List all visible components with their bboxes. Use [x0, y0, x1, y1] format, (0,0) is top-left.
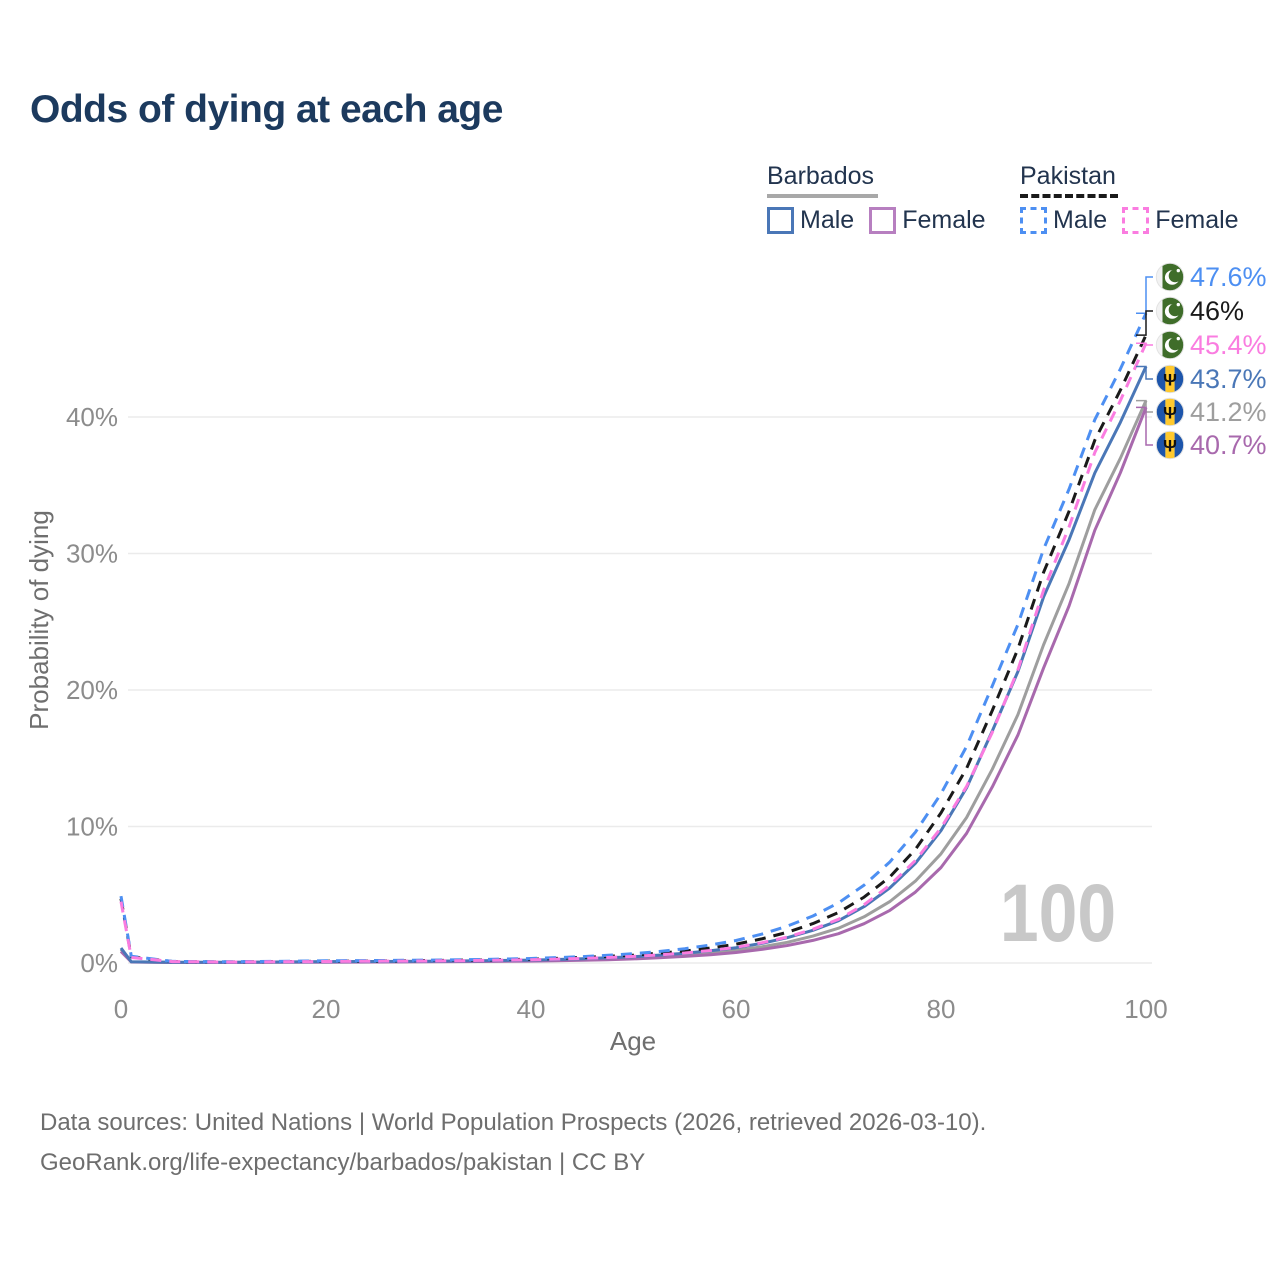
svg-text:Ψ: Ψ	[1163, 404, 1177, 423]
y-tick-label: 40%	[66, 402, 118, 432]
leader-line-pakistan-total	[1136, 310, 1153, 336]
barbados-flag-icon: Ψ	[1156, 431, 1184, 459]
legend-swatch-pakistan-male[interactable]	[1020, 207, 1047, 234]
end-label-barbados-total: 41.2%	[1190, 397, 1267, 427]
series-line-barbados-total	[119, 399, 1148, 964]
x-tick-label: 20	[312, 994, 341, 1024]
legend-country-pakistan[interactable]: Pakistan	[1020, 162, 1116, 190]
legend-underline-pakistan	[1020, 194, 1118, 198]
y-tick-label: 20%	[66, 675, 118, 705]
y-tick-label: 0%	[80, 948, 118, 978]
legend-swatch-barbados-female[interactable]	[869, 207, 897, 234]
legend-swatch-pakistan-female[interactable]	[1122, 207, 1150, 234]
series-line-pakistan-total	[119, 334, 1148, 964]
y-tick-label: 30%	[66, 539, 118, 569]
legend-label-barbados-male[interactable]: Male	[800, 206, 855, 234]
x-tick-label: 60	[722, 994, 751, 1024]
y-tick-label: 10%	[66, 812, 118, 842]
legend-label-pakistan-male[interactable]: Male	[1053, 206, 1108, 234]
age-watermark: 100	[1000, 868, 1116, 960]
legend-group-barbados: Barbados Male Female	[767, 162, 1001, 235]
leader-line-barbados-total	[1136, 399, 1153, 413]
legend-label-barbados-female[interactable]: Female	[902, 206, 986, 234]
pakistan-flag-icon	[1156, 263, 1184, 291]
legend-underline-barbados	[767, 194, 878, 198]
series-line-barbados-male	[119, 365, 1148, 964]
leader-line-barbados-female	[1136, 406, 1153, 446]
end-label-pakistan-total: 46%	[1190, 296, 1244, 326]
svg-text:Ψ: Ψ	[1163, 437, 1177, 456]
svg-text:Ψ: Ψ	[1163, 371, 1177, 390]
x-tick-label: 40	[517, 994, 546, 1024]
series-line-pakistan-male	[119, 312, 1148, 964]
legend-label-pakistan-female[interactable]: Female	[1155, 206, 1239, 234]
end-label-pakistan-female: 45.4%	[1190, 330, 1267, 360]
pakistan-flag-icon	[1156, 331, 1184, 359]
end-label-barbados-female: 40.7%	[1190, 430, 1267, 460]
leader-line-pakistan-female	[1136, 342, 1153, 346]
footer: Data sources: United Nations | World Pop…	[40, 1103, 986, 1183]
x-axis-title: Age	[610, 1026, 656, 1056]
end-label-pakistan-male: 47.6%	[1190, 262, 1267, 292]
pakistan-flag-icon	[1156, 297, 1184, 325]
series-line-pakistan-female	[119, 342, 1148, 964]
x-tick-label: 80	[927, 994, 956, 1024]
legend-swatch-barbados-male[interactable]	[767, 207, 794, 234]
legend-country-barbados[interactable]: Barbados	[767, 162, 875, 190]
barbados-flag-icon: Ψ	[1156, 398, 1184, 426]
barbados-flag-icon: Ψ	[1156, 365, 1184, 393]
footer-data-sources: Data sources: United Nations | World Pop…	[40, 1109, 987, 1136]
leader-line-barbados-male	[1136, 365, 1153, 380]
footer-url[interactable]: GeoRank.org/life-expectancy/barbados/pak…	[40, 1149, 646, 1176]
x-tick-label: 100	[1124, 994, 1167, 1024]
y-axis-title: Probability of dying	[24, 510, 54, 730]
x-tick-label: 0	[114, 994, 128, 1024]
leader-line-pakistan-male	[1136, 276, 1153, 315]
chart-title: Odds of dying at each age	[30, 88, 503, 131]
legend-group-pakistan: Pakistan Male Female	[1020, 162, 1254, 235]
end-label-barbados-male: 43.7%	[1190, 364, 1267, 394]
